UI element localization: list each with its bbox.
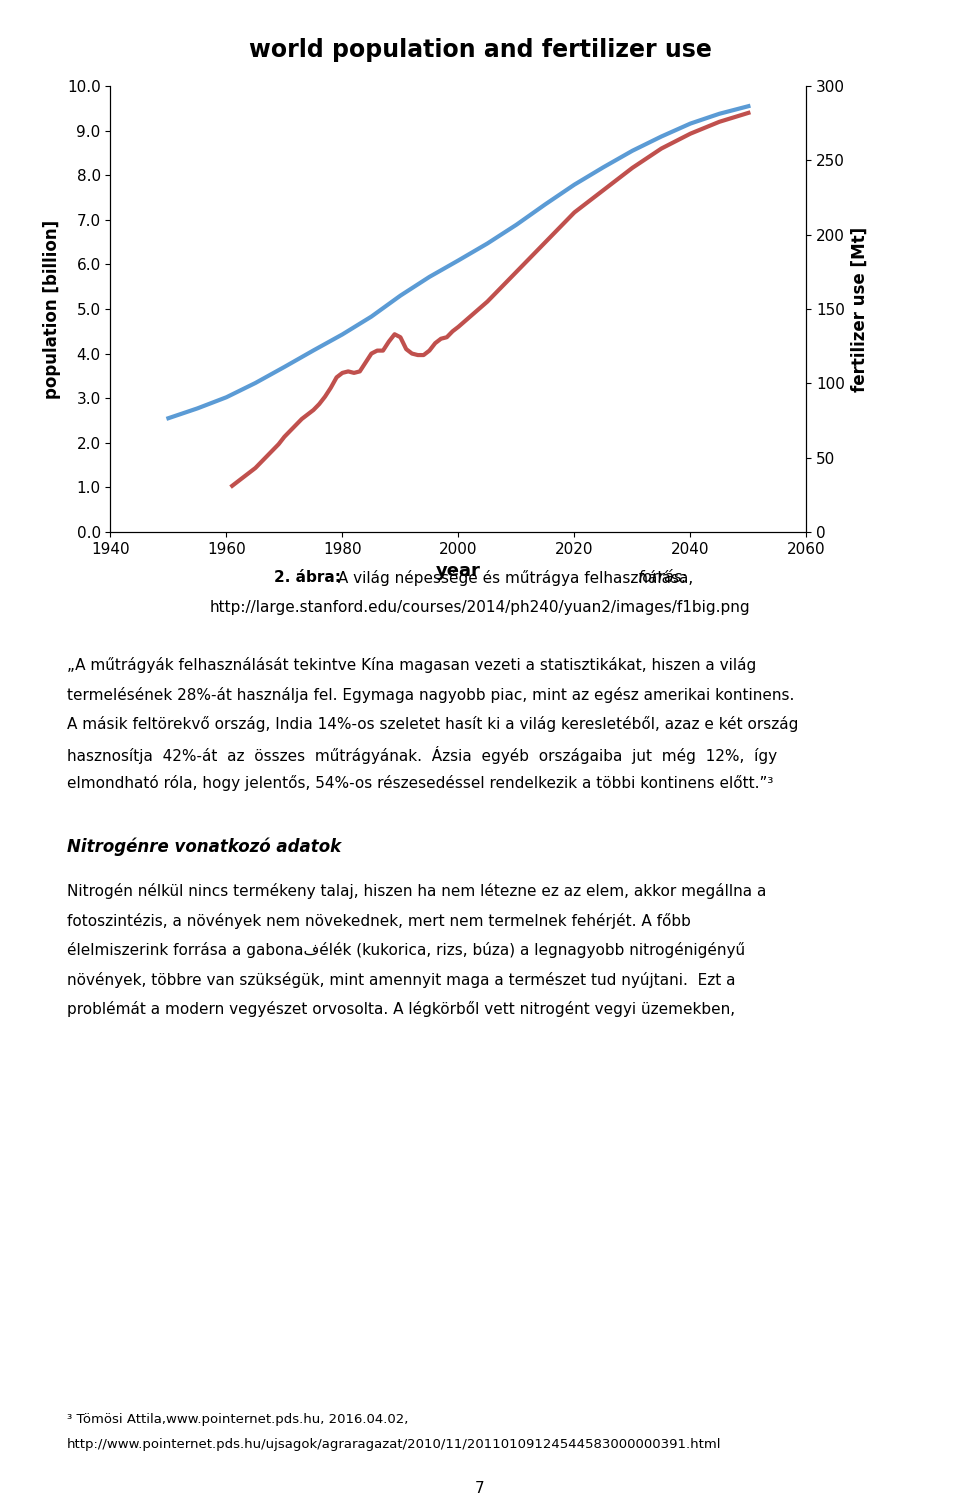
Text: forrás:: forrás:: [638, 570, 688, 585]
Text: növények, többre van szükségük, mint amennyit maga a természet tud nyújtani.  Ez: növények, többre van szükségük, mint ame…: [67, 972, 735, 988]
Text: ³ Tömösi Attila,www.pointernet.pds.hu, 2016.04.02,: ³ Tömösi Attila,www.pointernet.pds.hu, 2…: [67, 1413, 409, 1426]
Text: hasznosítja  42%-át  az  összes  műtrágyának.  Ázsia  egyéb  országaiba  jut  mé: hasznosítja 42%-át az összes műtrágyának…: [67, 746, 778, 763]
Text: elmondható róla, hogy jelentős, 54%-os részesedéssel rendelkezik a többi kontine: elmondható róla, hogy jelentős, 54%-os r…: [67, 775, 774, 792]
Y-axis label: population [billion]: population [billion]: [43, 219, 61, 399]
Text: A világ népessége és műtrágya felhasználása,: A világ népessége és műtrágya felhasznál…: [333, 570, 698, 586]
Text: fotoszintézis, a növények nem növekednek, mert nem termelnek fehérjét. A főbb: fotoszintézis, a növények nem növekednek…: [67, 913, 691, 929]
Text: 2. ábra:: 2. ábra:: [274, 570, 341, 585]
Text: A másik feltörekvő ország, India 14%-os szeletet hasít ki a világ keresletéből, : A másik feltörekvő ország, India 14%-os …: [67, 716, 799, 733]
Y-axis label: fertilizer use [Mt]: fertilizer use [Mt]: [851, 227, 869, 391]
X-axis label: year: year: [436, 562, 481, 580]
Text: termelésének 28%-át használja fel. Egymaga nagyobb piac, mint az egész amerikai : termelésének 28%-át használja fel. Egyma…: [67, 686, 795, 703]
Text: „A műtrágyák felhasználását tekintve Kína magasan vezeti a statisztikákat, hisze: „A műtrágyák felhasználását tekintve Kín…: [67, 657, 756, 674]
Text: Nitrogén nélkül nincs termékeny talaj, hiszen ha nem létezne ez az elem, akkor m: Nitrogén nélkül nincs termékeny talaj, h…: [67, 884, 767, 899]
Text: élelmiszerink forrása a gabonaفélék (kukorica, rizs, búza) a legnagyobb nitrogén: élelmiszerink forrása a gabonaفélék (kuk…: [67, 943, 745, 958]
Text: problémát a modern vegyészet orvosolta. A légkörből vett nitrogént vegyi üzemekb: problémát a modern vegyészet orvosolta. …: [67, 1002, 735, 1017]
Text: 7: 7: [475, 1481, 485, 1496]
Text: world population and fertilizer use: world population and fertilizer use: [249, 38, 711, 62]
Text: Nitrogénre vonatkozó adatok: Nitrogénre vonatkozó adatok: [67, 839, 342, 857]
Text: http://large.stanford.edu/courses/2014/ph240/yuan2/images/f1big.png: http://large.stanford.edu/courses/2014/p…: [209, 600, 751, 615]
Text: http://www.pointernet.pds.hu/ujsagok/agraragazat/2010/11/20110109124544583000000: http://www.pointernet.pds.hu/ujsagok/agr…: [67, 1438, 722, 1452]
